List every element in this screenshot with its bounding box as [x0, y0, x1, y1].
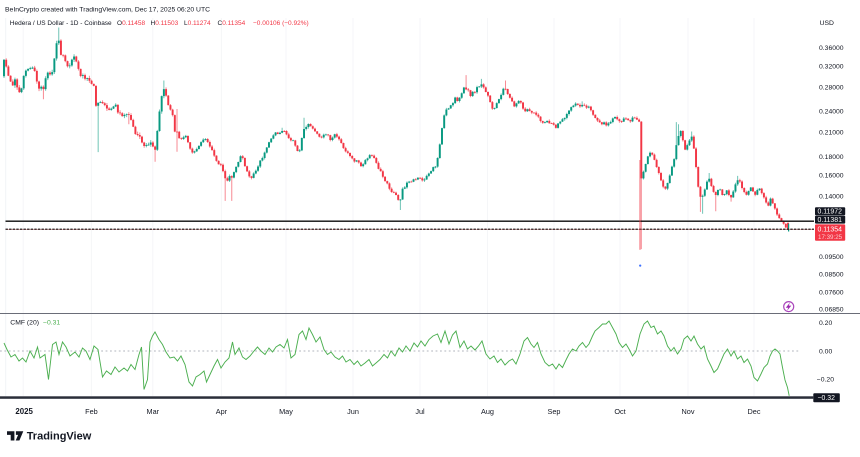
svg-text:0.06850: 0.06850: [819, 307, 844, 314]
svg-text:0.20: 0.20: [819, 320, 832, 327]
svg-text:Sep: Sep: [548, 407, 561, 416]
svg-text:0.11381: 0.11381: [818, 217, 843, 224]
svg-text:0.11972: 0.11972: [818, 209, 843, 216]
svg-text:0.32000: 0.32000: [819, 64, 844, 71]
svg-text:0.09500: 0.09500: [819, 254, 844, 261]
svg-text:0.08500: 0.08500: [819, 272, 844, 279]
svg-text:Mar: Mar: [147, 407, 160, 416]
svg-text:May: May: [279, 407, 293, 416]
svg-text:0.24000: 0.24000: [819, 109, 844, 116]
svg-text:0.14000: 0.14000: [819, 193, 844, 200]
svg-text:Hedera / US Dollar - 1D - Coin: Hedera / US Dollar - 1D - Coinbase: [10, 20, 112, 27]
svg-text:Dec: Dec: [748, 407, 761, 416]
svg-text:Oct: Oct: [614, 407, 625, 416]
svg-text:−0.31: −0.31: [43, 320, 60, 327]
svg-text:USD: USD: [820, 20, 834, 27]
svg-text:0.36000: 0.36000: [819, 45, 844, 52]
svg-text:0.16000: 0.16000: [819, 172, 844, 179]
svg-text:Feb: Feb: [85, 407, 98, 416]
svg-text:Nov: Nov: [682, 407, 695, 416]
svg-text:0.21000: 0.21000: [819, 130, 844, 137]
svg-text:17:39:25: 17:39:25: [818, 234, 843, 241]
svg-text:0.28000: 0.28000: [819, 84, 844, 91]
svg-text:0.11354: 0.11354: [818, 226, 843, 233]
svg-text:0.00: 0.00: [819, 348, 832, 355]
svg-text:Jun: Jun: [347, 407, 359, 416]
svg-text:TradingView: TradingView: [27, 431, 92, 443]
svg-text:BeInCrypto created with Tradin: BeInCrypto created with TradingView.com,…: [5, 6, 210, 13]
svg-text:CMF (20): CMF (20): [10, 320, 39, 327]
svg-text:0.18000: 0.18000: [819, 154, 844, 161]
svg-text:Apr: Apr: [216, 407, 228, 416]
svg-text:−0.20: −0.20: [817, 377, 834, 384]
svg-text:0.07600: 0.07600: [819, 289, 844, 296]
svg-text:−0.32: −0.32: [818, 395, 836, 402]
svg-text:Jul: Jul: [415, 407, 425, 416]
svg-text:2025: 2025: [15, 407, 33, 416]
svg-text:Aug: Aug: [481, 407, 494, 416]
